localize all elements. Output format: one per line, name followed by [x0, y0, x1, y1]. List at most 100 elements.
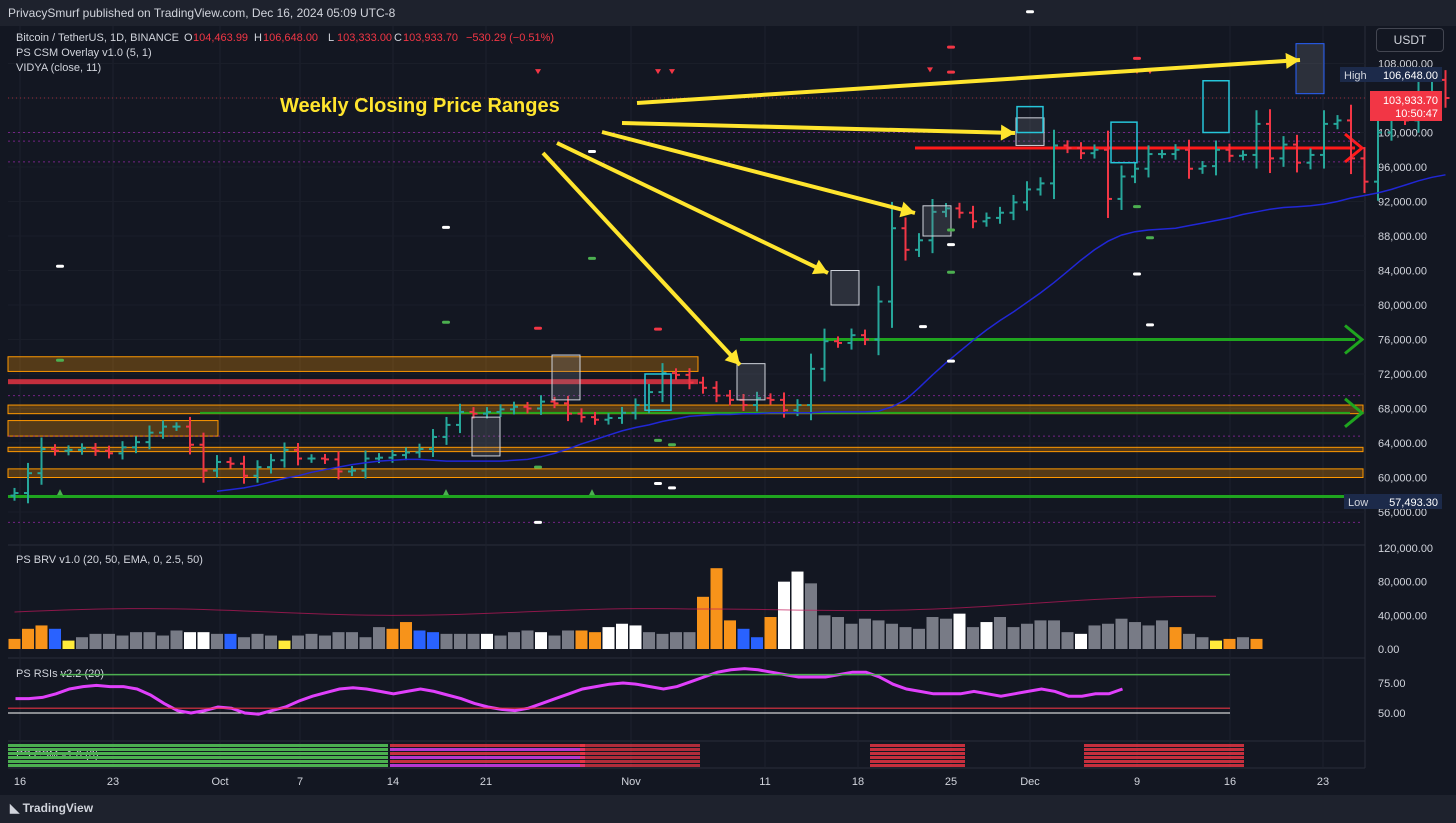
- csm-segment: [8, 744, 388, 747]
- brv-bar: [778, 581, 790, 649]
- csm-segment: [1084, 756, 1244, 759]
- y-tick-label: 92,000.00: [1378, 197, 1427, 209]
- brv-bar: [278, 640, 291, 649]
- legend-ohlc-label: H: [254, 32, 262, 44]
- weekly-range-box: [922, 205, 952, 237]
- brv-bar: [440, 633, 453, 649]
- brv-bar: [1129, 622, 1141, 649]
- brv-bar: [980, 622, 993, 649]
- csm-segment: [580, 764, 700, 767]
- y-tick-label: 60,000.00: [1378, 473, 1427, 485]
- brv-bar: [602, 627, 615, 649]
- annotation-arrowhead: [811, 259, 828, 275]
- annotation-arrow: [636, 58, 1301, 105]
- signal-dot: [947, 228, 955, 232]
- low-tag-value: 57,493.30: [1389, 497, 1438, 509]
- csm-segment: [870, 760, 965, 763]
- legend-indicator: PS CSM Overlay v1.0 (5, 1): [16, 47, 152, 59]
- csm-segment: [870, 748, 965, 751]
- brv-bar: [346, 632, 358, 649]
- csm-segment: [580, 756, 700, 759]
- brv-bar: [130, 632, 142, 649]
- brv-bar: [859, 618, 871, 649]
- csm-segment: [8, 748, 388, 751]
- buy-triangle: [443, 489, 449, 496]
- csm-segment: [870, 764, 965, 767]
- legend-ohlc-value: 103,333.00: [337, 32, 392, 44]
- annotation-arrow: [601, 130, 916, 215]
- y-tick-label: 75.00: [1378, 678, 1406, 690]
- signal-dot: [668, 443, 676, 447]
- brv-bar: [1075, 633, 1087, 649]
- y-tick-label: 64,000.00: [1378, 438, 1427, 450]
- annotation-arrowhead: [1000, 124, 1015, 141]
- annotation-arrowhead: [1285, 52, 1300, 69]
- signal-dot: [668, 486, 676, 490]
- signal-dot: [1133, 205, 1141, 209]
- x-tick-label: 16: [1224, 776, 1236, 788]
- brv-bar: [670, 632, 682, 649]
- brv-bar: [1021, 623, 1033, 649]
- brv-bar: [926, 617, 939, 649]
- csm-segment: [8, 752, 388, 755]
- csm-segment: [390, 744, 585, 747]
- brv-bar: [845, 623, 858, 649]
- y-tick-label: 80,000.00: [1378, 300, 1427, 312]
- signal-dot: [947, 45, 955, 49]
- brv-bar: [1156, 620, 1168, 649]
- legend-ohlc-value: 103,933.70: [403, 32, 458, 44]
- y-tick-label: 100,000.00: [1378, 128, 1433, 140]
- price-zone: [7, 446, 1364, 453]
- pane-title-brv: PS BRV v1.0 (20, 50, EMA, 0, 2.5, 50): [16, 554, 203, 566]
- csm-segment: [870, 744, 965, 747]
- brv-bars: [8, 568, 1263, 649]
- csm-segment: [1084, 764, 1244, 767]
- currency-button[interactable]: USDT: [1376, 28, 1444, 52]
- signal-dot: [588, 149, 596, 153]
- signal-dot: [1026, 10, 1034, 14]
- brv-bar: [616, 623, 628, 649]
- brv-bar: [1061, 632, 1074, 649]
- brv-bar: [899, 627, 912, 649]
- price-zone: [7, 420, 219, 437]
- signal-dot: [1133, 56, 1141, 60]
- brv-bar: [724, 620, 736, 649]
- weekly-range-box: [1015, 117, 1045, 146]
- signal-dot: [588, 256, 596, 260]
- brv-bar: [994, 617, 1006, 649]
- y-tick-label: 120,000.00: [1378, 543, 1433, 555]
- brv-bar: [589, 632, 601, 649]
- annotation-arrow: [621, 121, 1016, 135]
- legend-ohlc-label: O: [184, 32, 193, 44]
- sell-triangle: [535, 69, 541, 75]
- brv-bar: [1142, 625, 1155, 649]
- csm-segment: [1084, 748, 1244, 751]
- brv-bar: [386, 628, 399, 649]
- x-tick-label: 25: [945, 776, 957, 788]
- brv-bar: [818, 615, 831, 649]
- brv-bar: [292, 635, 304, 649]
- signal-dot: [1146, 323, 1154, 327]
- brv-bar: [562, 630, 574, 649]
- tradingview-logo: ◣ TradingView: [10, 801, 93, 815]
- signal-dot: [534, 465, 542, 469]
- sell-triangle: [669, 69, 675, 75]
- brv-bar: [764, 617, 777, 649]
- brv-bar: [913, 628, 925, 649]
- brv-bar: [467, 633, 480, 649]
- brv-bar: [886, 623, 898, 649]
- brv-bar: [1088, 625, 1101, 649]
- brv-bar: [575, 630, 588, 649]
- csm-segment: [8, 756, 388, 759]
- csm-range-box: [1110, 121, 1138, 164]
- brv-bar: [35, 625, 48, 649]
- x-tick-label: Nov: [621, 776, 641, 788]
- signal-dot: [56, 358, 64, 362]
- brv-bar: [1169, 627, 1182, 649]
- brv-bar: [1196, 637, 1209, 649]
- csm-segment: [390, 756, 585, 759]
- y-tick-label: 56,000.00: [1378, 507, 1427, 519]
- brv-bar: [872, 620, 885, 649]
- brv-bar: [265, 635, 277, 649]
